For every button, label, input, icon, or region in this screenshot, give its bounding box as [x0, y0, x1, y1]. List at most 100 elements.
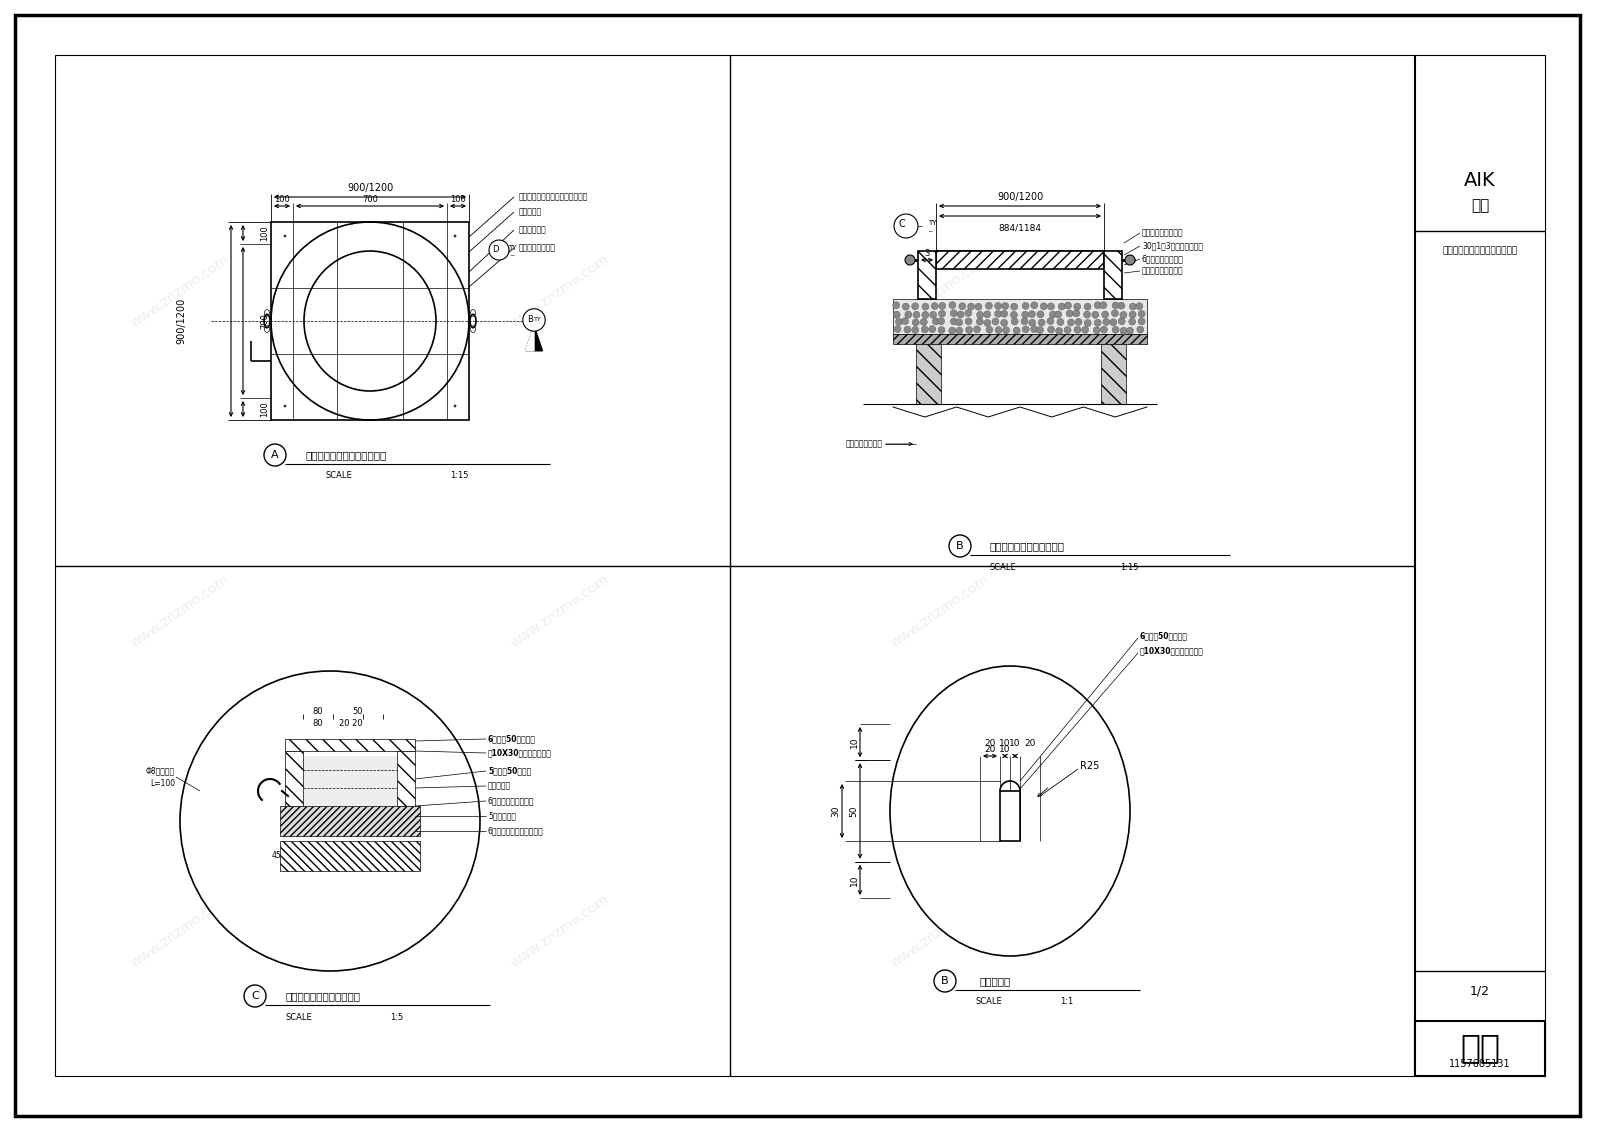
Text: B: B: [941, 976, 949, 986]
Circle shape: [894, 214, 918, 238]
Text: TY: TY: [534, 317, 542, 322]
Circle shape: [939, 302, 946, 310]
Circle shape: [1118, 318, 1125, 325]
Text: www.znzmo.com: www.znzmo.com: [888, 892, 992, 970]
Circle shape: [1022, 326, 1029, 333]
Text: 井洞口免藻线: 井洞口免藻线: [518, 225, 547, 234]
Circle shape: [1046, 318, 1054, 325]
Text: 10: 10: [850, 874, 859, 886]
Bar: [1000, 791, 1021, 841]
Circle shape: [986, 302, 992, 309]
Text: 5厚直径50不锈钢: 5厚直径50不锈钢: [488, 767, 531, 776]
Circle shape: [1050, 311, 1056, 318]
Text: 6厚直径50不锈钢板: 6厚直径50不锈钢板: [1139, 631, 1187, 640]
Text: 1:5: 1:5: [390, 1012, 403, 1021]
Circle shape: [958, 303, 966, 310]
Circle shape: [995, 302, 1002, 310]
Text: 80: 80: [312, 707, 323, 716]
Circle shape: [912, 303, 918, 310]
Circle shape: [1037, 311, 1043, 318]
Text: 6厚钝针角钢框（外边框）: 6厚钝针角钢框（外边框）: [488, 827, 544, 836]
Bar: [397, 751, 414, 806]
Text: 6层玻纤网（内网）: 6层玻纤网（内网）: [1142, 254, 1184, 264]
Circle shape: [1022, 311, 1029, 318]
Text: 45: 45: [272, 852, 282, 861]
Bar: [915, 344, 941, 404]
Text: www.znzmo.com: www.znzmo.com: [128, 892, 232, 970]
Circle shape: [243, 985, 266, 1007]
Circle shape: [902, 303, 909, 310]
Circle shape: [976, 311, 984, 318]
Circle shape: [912, 327, 918, 334]
Text: 20: 20: [984, 740, 995, 749]
Circle shape: [976, 318, 984, 325]
Text: 3: 3: [925, 249, 930, 258]
Circle shape: [930, 311, 936, 318]
Text: www.znzmo.com: www.znzmo.com: [509, 252, 611, 330]
Circle shape: [906, 254, 915, 265]
Circle shape: [992, 318, 998, 325]
Circle shape: [1136, 303, 1142, 310]
Circle shape: [904, 326, 910, 334]
Circle shape: [1130, 311, 1136, 318]
Text: www.znzmo.com: www.znzmo.com: [509, 572, 611, 650]
Text: B: B: [526, 314, 533, 323]
Circle shape: [984, 311, 990, 318]
Circle shape: [938, 327, 946, 334]
Circle shape: [933, 318, 939, 325]
Text: 隐框框格装饰井盖详图（人行）: 隐框框格装饰井盖详图（人行）: [1442, 247, 1518, 256]
Text: _: _: [928, 226, 931, 232]
Bar: [893, 299, 1147, 334]
Circle shape: [1030, 302, 1038, 309]
Text: 设计铺装（材质规格同邻近铺装）: 设计铺装（材质规格同邻近铺装）: [518, 192, 589, 201]
Bar: [918, 251, 936, 299]
Text: 20: 20: [1024, 740, 1035, 749]
Circle shape: [938, 318, 944, 325]
Circle shape: [1083, 311, 1091, 318]
Circle shape: [922, 303, 930, 310]
Bar: [280, 841, 419, 871]
Text: TY: TY: [928, 221, 936, 226]
Text: AIK: AIK: [1464, 172, 1496, 190]
Text: 硬质装饰井盖（隐框）平面图: 硬质装饰井盖（隐框）平面图: [306, 450, 386, 460]
Circle shape: [1074, 326, 1082, 334]
Circle shape: [949, 535, 971, 556]
Circle shape: [950, 310, 957, 317]
Text: 开10X30凹道与钢管拌装: 开10X30凹道与钢管拌装: [1139, 647, 1203, 656]
Text: 提拉孔详图: 提拉孔详图: [518, 207, 542, 216]
Text: 900/1200: 900/1200: [176, 297, 186, 344]
Text: D: D: [491, 244, 498, 253]
Circle shape: [1112, 326, 1118, 334]
Circle shape: [955, 327, 963, 334]
Text: 10: 10: [1000, 740, 1011, 749]
Text: A: A: [270, 450, 278, 460]
Text: 700: 700: [362, 195, 378, 204]
Circle shape: [965, 310, 971, 317]
Circle shape: [912, 319, 920, 326]
Circle shape: [1130, 303, 1136, 310]
Circle shape: [1054, 311, 1062, 318]
Circle shape: [950, 318, 957, 325]
Circle shape: [1011, 311, 1018, 318]
Bar: [280, 806, 419, 836]
Text: 与内框拌装: 与内框拌装: [488, 782, 510, 791]
Circle shape: [1118, 302, 1125, 309]
Circle shape: [966, 327, 973, 334]
Circle shape: [1101, 326, 1107, 334]
Circle shape: [922, 311, 930, 319]
Text: 1:1: 1:1: [1059, 998, 1074, 1007]
Bar: [270, 222, 469, 420]
Text: 开10X30凹道与钢管拌装: 开10X30凹道与钢管拌装: [488, 749, 552, 758]
Circle shape: [1099, 302, 1107, 309]
Text: www.znzmo.com: www.znzmo.com: [509, 892, 611, 970]
Text: 900/1200: 900/1200: [347, 183, 394, 193]
Circle shape: [264, 444, 286, 466]
Text: 100: 100: [261, 225, 269, 241]
Text: 100: 100: [450, 195, 466, 204]
Circle shape: [1094, 319, 1101, 326]
Bar: [1414, 1021, 1546, 1076]
Text: 900/1200: 900/1200: [997, 192, 1043, 202]
Circle shape: [934, 970, 957, 992]
Bar: [285, 751, 302, 806]
Circle shape: [973, 326, 981, 333]
